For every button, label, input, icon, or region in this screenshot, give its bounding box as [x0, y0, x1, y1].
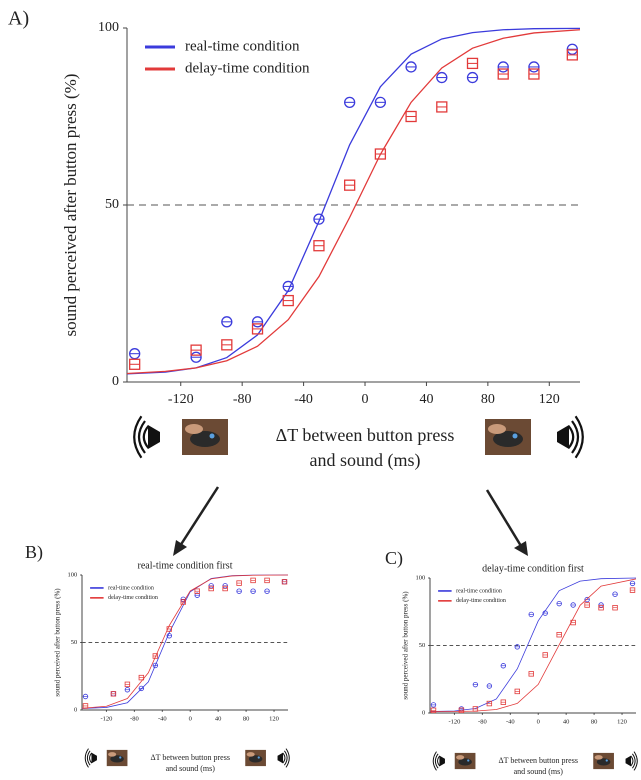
x-tick-label: -80: [233, 392, 252, 407]
y-axis-label: sound perceived after button press (%): [61, 74, 80, 337]
x-tick-label: -80: [478, 719, 487, 726]
sound-wave: [86, 750, 91, 766]
panel-label: B): [25, 542, 43, 563]
x-tick-label: 0: [189, 716, 192, 723]
sound-wave: [84, 748, 89, 768]
x-tick-label: 80: [481, 392, 495, 407]
sound-wave: [434, 753, 439, 769]
speaker-icon: [91, 752, 97, 764]
sound-wave: [633, 751, 638, 771]
x-tick-label: -40: [506, 719, 515, 726]
x-tick-label: 120: [539, 392, 560, 407]
x-axis-label: and sound (ms): [514, 767, 564, 776]
x-tick-label: 40: [215, 716, 222, 723]
legend-label: delay-time condition: [185, 60, 310, 76]
sound-wave: [630, 755, 634, 767]
controller-photo: [119, 756, 122, 759]
y-tick-label: 0: [74, 706, 77, 713]
panel-label: C): [385, 548, 403, 569]
x-axis-label: and sound (ms): [310, 450, 421, 471]
x-tick-label: 40: [419, 392, 433, 407]
fit-curve: [126, 27, 581, 375]
sound-wave: [133, 415, 143, 459]
sound-wave: [567, 425, 575, 449]
controller-photo: [605, 759, 608, 762]
y-axis-label: sound perceived after button press (%): [402, 591, 410, 700]
x-tick-label: 80: [243, 716, 250, 723]
controller-photo: [108, 752, 117, 757]
x-tick-label: 120: [269, 716, 279, 723]
x-tick-label: 0: [362, 392, 369, 407]
x-tick-label: -40: [294, 392, 313, 407]
fit-curve: [81, 574, 289, 709]
fit-curve: [126, 29, 581, 375]
chart-title: real-time condition first: [138, 560, 233, 571]
controller-photo: [594, 755, 603, 760]
y-axis-label: sound perceived after button press (%): [54, 588, 62, 697]
sound-wave: [283, 750, 288, 766]
speaker-icon: [148, 425, 160, 449]
chart-title: delay-time condition first: [482, 563, 584, 574]
sound-wave: [437, 755, 441, 767]
x-axis-label: ΔT between button press: [276, 425, 455, 445]
legend-label: real-time condition: [185, 38, 300, 54]
x-tick-label: 0: [537, 719, 540, 726]
y-tick-label: 50: [105, 197, 119, 212]
sound-wave: [282, 752, 286, 764]
sound-wave: [142, 425, 150, 449]
y-tick-label: 50: [71, 639, 78, 646]
x-axis-label: ΔT between button press: [151, 753, 230, 762]
sound-wave: [574, 415, 584, 459]
sound-wave: [631, 753, 636, 769]
sound-wave: [137, 420, 146, 454]
legend-label: real-time condition: [108, 585, 154, 591]
x-axis-label: and sound (ms): [166, 764, 216, 773]
speaker-icon: [625, 755, 632, 767]
speaker-icon: [277, 752, 284, 764]
arrow: [178, 486, 220, 547]
controller-photo: [512, 433, 518, 439]
controller-photo: [488, 424, 506, 434]
sound-wave: [89, 752, 93, 764]
controller-photo: [257, 756, 260, 759]
x-tick-label: 40: [563, 719, 570, 726]
sound-wave: [432, 751, 437, 771]
speaker-icon: [557, 425, 569, 449]
y-tick-label: 100: [416, 574, 426, 581]
x-tick-label: -120: [100, 716, 112, 723]
sound-wave: [285, 748, 290, 768]
y-tick-label: 100: [68, 571, 78, 578]
legend-label: real-time condition: [456, 588, 502, 594]
x-tick-label: -40: [158, 716, 167, 723]
x-tick-label: 120: [617, 719, 627, 726]
y-tick-label: 0: [422, 709, 425, 716]
fit-curve: [429, 578, 637, 713]
panel-label: A): [8, 8, 29, 30]
y-tick-label: 100: [98, 20, 119, 35]
legend-label: delay-time condition: [456, 598, 506, 604]
x-tick-label: -120: [168, 392, 194, 407]
x-tick-label: -120: [448, 719, 460, 726]
arrow: [485, 489, 523, 547]
x-tick-label: -80: [130, 716, 139, 723]
controller-photo: [246, 752, 255, 757]
speaker-icon: [439, 755, 445, 767]
sound-wave: [571, 420, 580, 454]
controller-photo: [456, 755, 465, 760]
arrow-head: [173, 540, 187, 556]
y-tick-label: 50: [419, 642, 426, 649]
fit-curve: [429, 577, 637, 712]
x-tick-label: 80: [591, 719, 598, 726]
legend-label: delay-time condition: [108, 595, 158, 601]
controller-photo: [467, 759, 470, 762]
controller-photo: [209, 433, 215, 439]
x-axis-label: ΔT between button press: [499, 756, 578, 765]
y-tick-label: 0: [112, 374, 119, 389]
arrow-head: [514, 541, 528, 556]
controller-photo: [185, 424, 203, 434]
